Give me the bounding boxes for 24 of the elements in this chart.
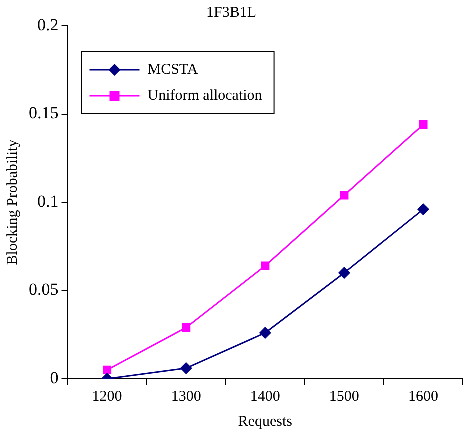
y-tick-label: 0.2 xyxy=(38,15,59,34)
point xyxy=(260,327,272,339)
point xyxy=(418,204,430,216)
legend-label: Uniform allocation xyxy=(148,88,263,104)
point xyxy=(102,366,112,374)
x-tick-label: 1500 xyxy=(329,388,360,405)
y-tick-label: 0.1 xyxy=(38,192,59,211)
x-tick-label: 1200 xyxy=(92,388,122,405)
x-axis-title: Requests xyxy=(238,414,293,430)
point xyxy=(338,267,350,279)
point xyxy=(180,362,192,374)
x-tick-label: 1600 xyxy=(408,388,438,405)
x-tick-label: 1400 xyxy=(250,388,280,405)
y-tick-label: 0 xyxy=(50,368,59,388)
point xyxy=(261,262,270,270)
y-tick-label: 0.15 xyxy=(29,104,59,123)
x-tick-label: 1300 xyxy=(171,388,202,405)
point xyxy=(182,324,191,332)
y-axis-title: Blocking Probability xyxy=(4,139,21,266)
legend-label: MCSTA xyxy=(148,62,198,78)
point xyxy=(419,120,428,130)
y-tick-label: 0.05 xyxy=(29,280,59,300)
chart-title: 1F3B1L xyxy=(206,4,257,21)
point xyxy=(340,191,349,200)
